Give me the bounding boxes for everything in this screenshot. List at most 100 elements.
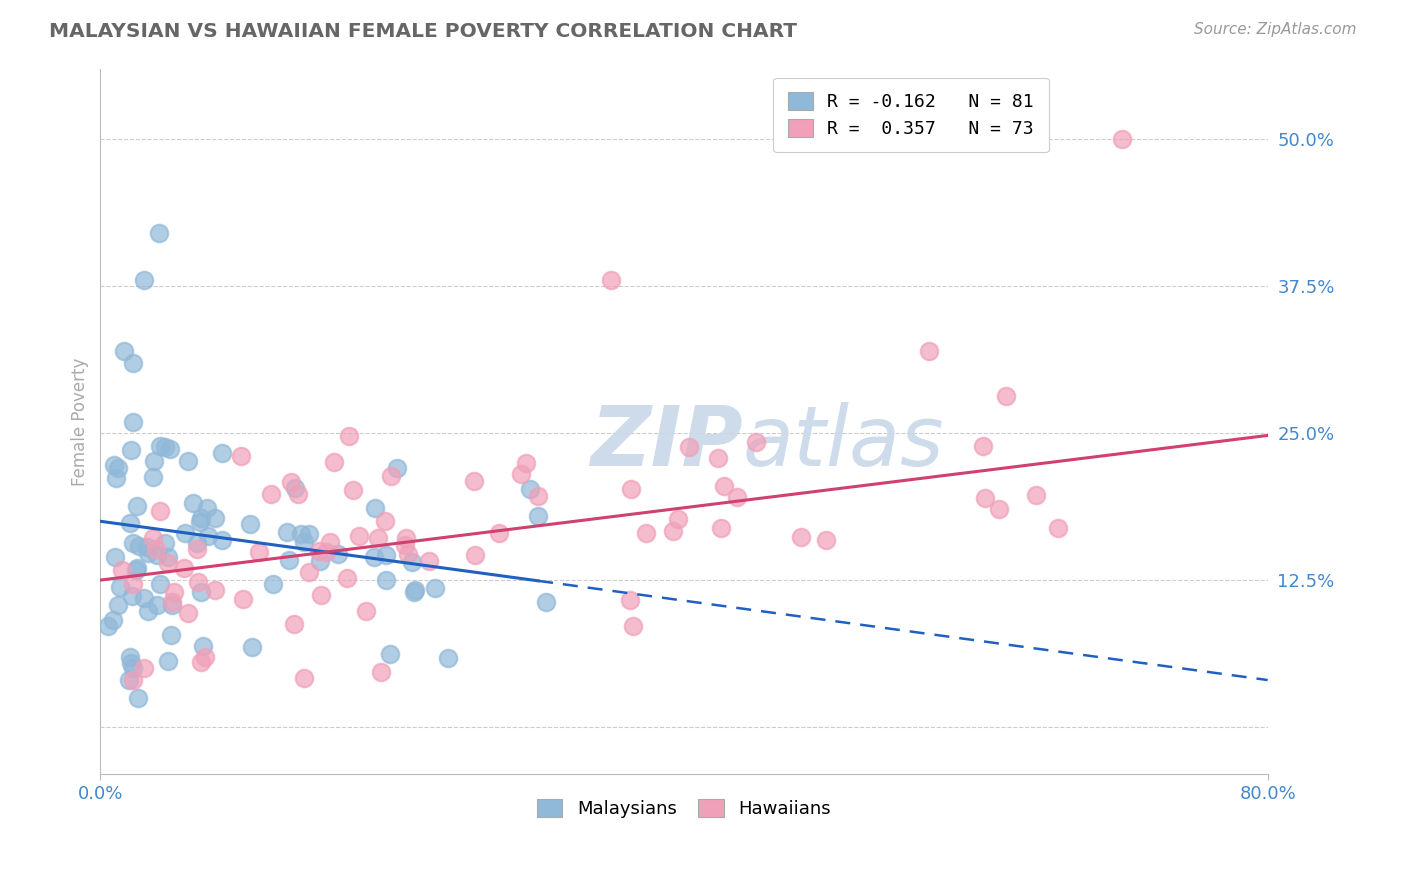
Point [710, 521, 733, 535]
Point [1111, 132, 1133, 146]
Point [536, 595, 558, 609]
Point [112, 343, 135, 358]
Point [157, 550, 180, 565]
Point [319, 534, 342, 549]
Point [394, 538, 416, 552]
Point [814, 533, 837, 547]
Point [488, 525, 510, 540]
Point [136, 541, 159, 555]
Point [395, 531, 418, 545]
Point [122, 536, 145, 550]
Point [120, 442, 142, 457]
Point [527, 489, 550, 503]
Point [111, 563, 134, 577]
Point [619, 593, 641, 607]
Point [994, 388, 1017, 402]
Point [436, 651, 458, 665]
Point [283, 617, 305, 632]
Point [159, 442, 181, 456]
Point [186, 536, 208, 550]
Point [105, 471, 128, 485]
Legend: Malaysians, Hawaiians: Malaysians, Hawaiians [530, 791, 838, 825]
Point [239, 516, 262, 531]
Point [519, 482, 541, 496]
Point [104, 549, 127, 564]
Point [678, 440, 700, 454]
Y-axis label: Female Poverty: Female Poverty [72, 357, 89, 485]
Point [146, 549, 169, 563]
Point [354, 604, 377, 618]
Point [972, 439, 994, 453]
Point [101, 613, 124, 627]
Point [125, 563, 148, 577]
Point [142, 531, 165, 545]
Point [118, 516, 141, 530]
Point [309, 588, 332, 602]
Point [247, 545, 270, 559]
Point [298, 565, 321, 579]
Point [190, 511, 212, 525]
Point [193, 639, 215, 653]
Point [375, 573, 398, 587]
Point [195, 500, 218, 515]
Point [204, 583, 226, 598]
Point [160, 595, 183, 609]
Point [118, 649, 141, 664]
Point [160, 628, 183, 642]
Point [634, 526, 657, 541]
Point [240, 640, 263, 654]
Point [336, 571, 359, 585]
Point [370, 665, 392, 680]
Point [197, 528, 219, 542]
Point [160, 599, 183, 613]
Point [149, 577, 172, 591]
Point [136, 604, 159, 618]
Point [136, 546, 159, 560]
Point [510, 467, 533, 481]
Point [725, 490, 748, 504]
Point [292, 671, 315, 685]
Point [987, 501, 1010, 516]
Point [122, 661, 145, 675]
Point [322, 455, 344, 469]
Point [367, 531, 389, 545]
Point [127, 561, 149, 575]
Point [108, 580, 131, 594]
Point [177, 454, 200, 468]
Point [190, 585, 212, 599]
Point [713, 479, 735, 493]
Point [211, 445, 233, 459]
Point [103, 458, 125, 472]
Point [666, 512, 689, 526]
Point [128, 539, 150, 553]
Point [173, 561, 195, 575]
Point [515, 456, 537, 470]
Point [125, 500, 148, 514]
Point [157, 654, 180, 668]
Point [173, 526, 195, 541]
Point [153, 440, 176, 454]
Point [211, 533, 233, 547]
Point [284, 482, 307, 496]
Point [97, 618, 120, 632]
Point [134, 661, 156, 675]
Point [107, 460, 129, 475]
Point [527, 508, 550, 523]
Point [122, 576, 145, 591]
Point [298, 526, 321, 541]
Point [117, 673, 139, 687]
Point [918, 344, 941, 359]
Point [121, 673, 143, 687]
Point [107, 598, 129, 612]
Point [364, 500, 387, 515]
Text: Source: ZipAtlas.com: Source: ZipAtlas.com [1194, 22, 1357, 37]
Point [463, 475, 485, 489]
Point [418, 553, 440, 567]
Point [148, 226, 170, 240]
Text: ZIP: ZIP [589, 402, 742, 483]
Point [337, 429, 360, 443]
Point [707, 450, 730, 465]
Point [401, 555, 423, 569]
Point [146, 598, 169, 612]
Point [308, 544, 330, 558]
